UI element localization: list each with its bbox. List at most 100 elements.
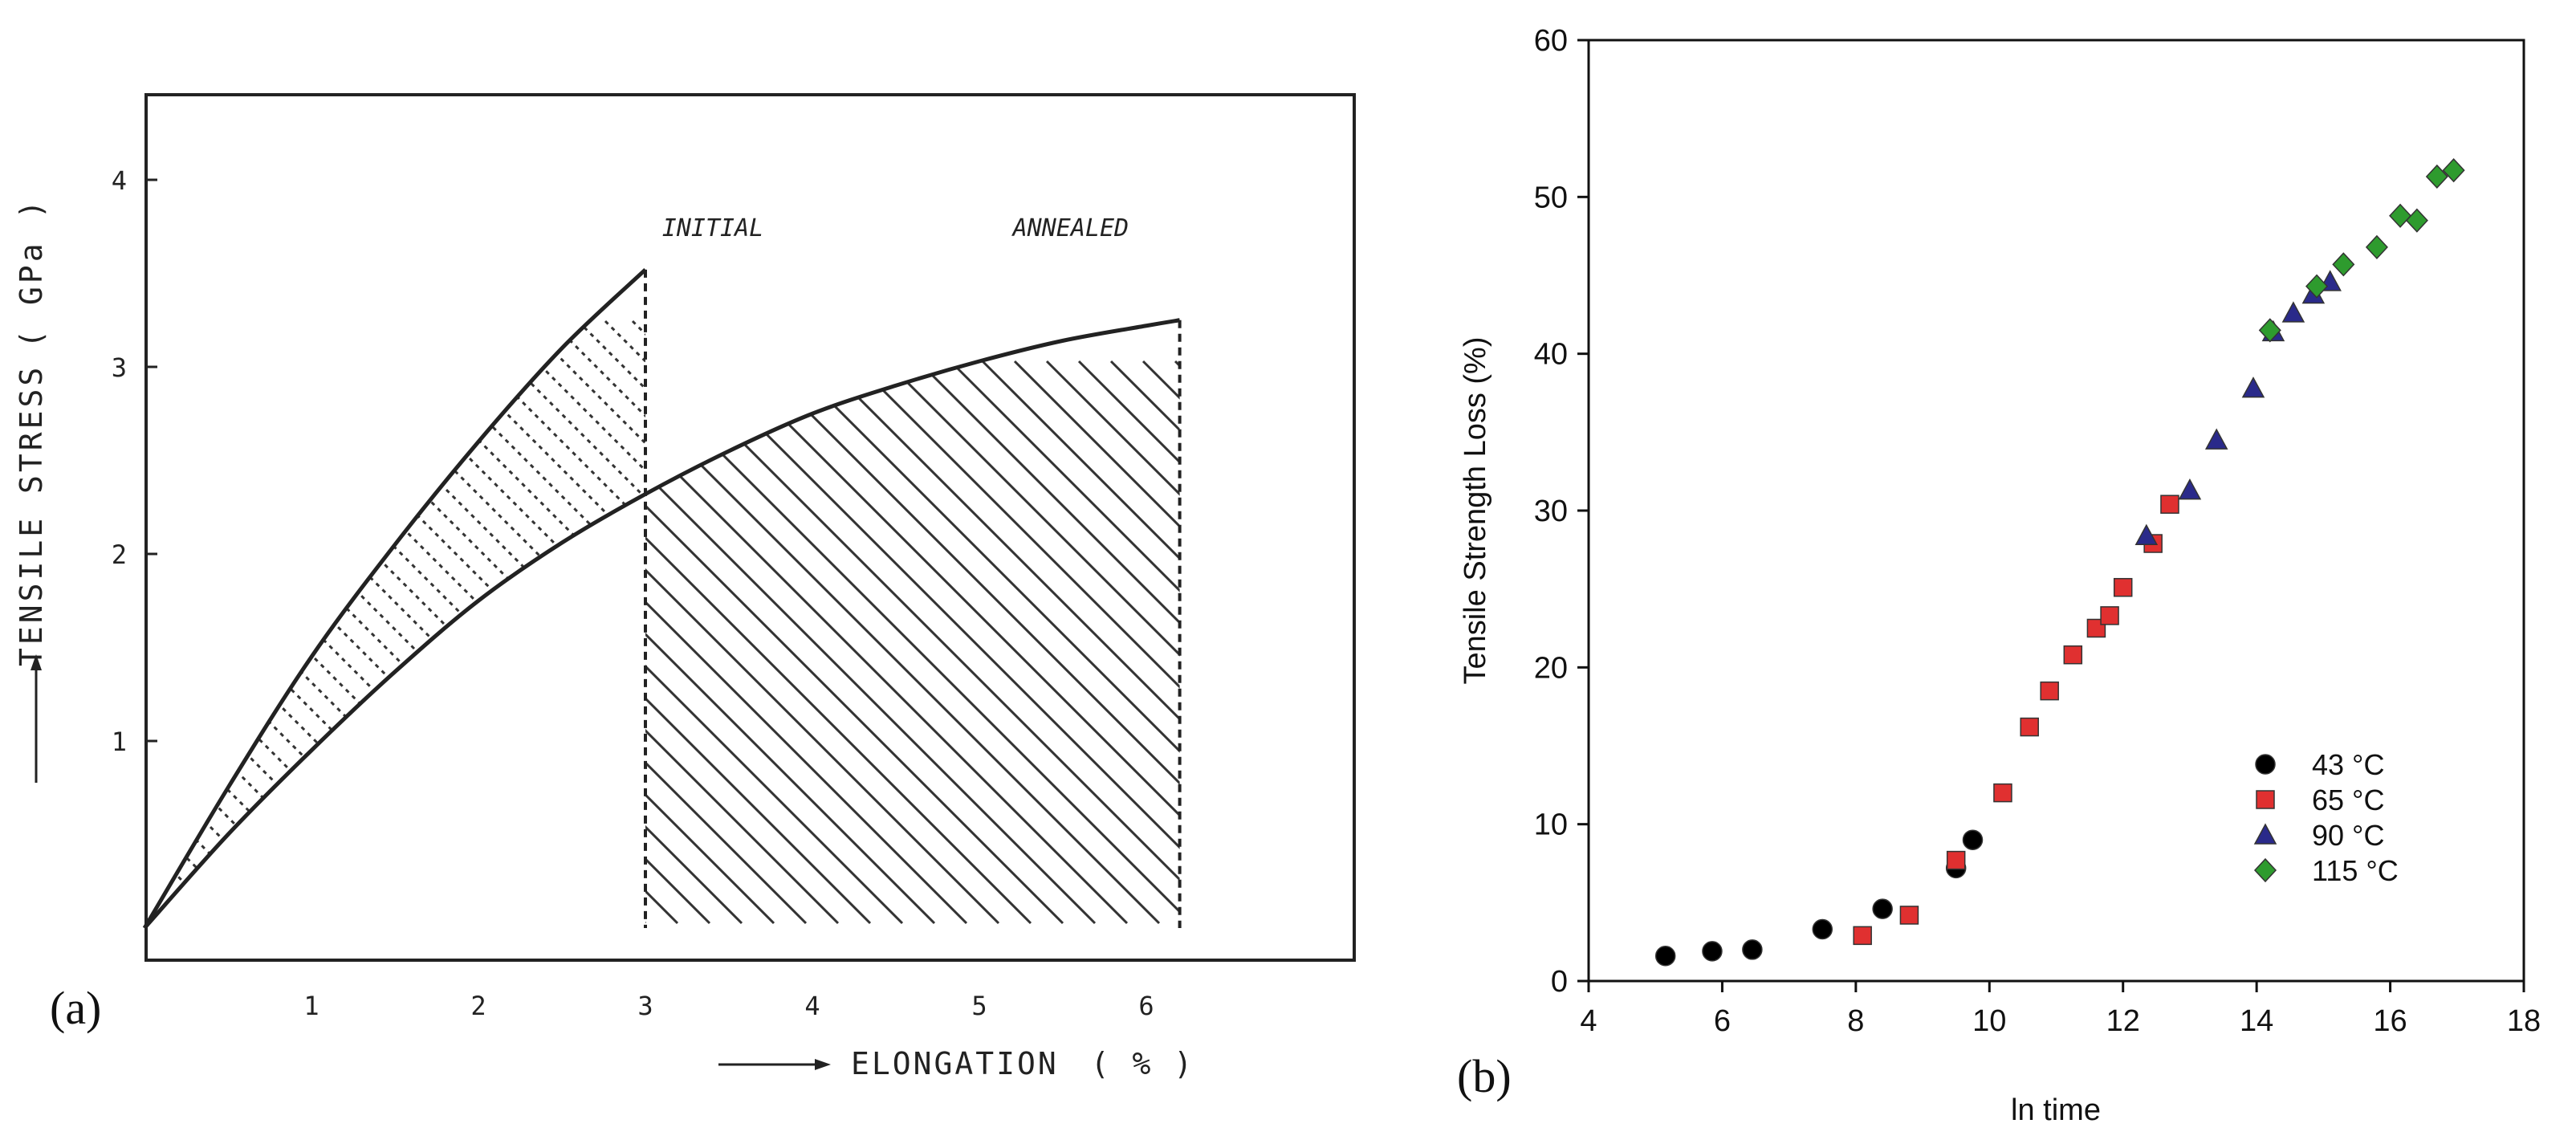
hatch-line [576,320,645,885]
legend-marker [2253,823,2277,845]
data-point [1742,939,1763,960]
hatch-line [788,360,1180,925]
hatch-line [645,360,872,925]
hatch-line [724,360,1180,925]
hatch-line [885,360,1180,925]
data-point [1946,850,1966,870]
hatch-line [144,320,514,885]
legend-label: 43 °C [2312,748,2384,781]
data-point [2134,523,2159,546]
hatch-line [467,320,645,885]
legend-marker [2256,790,2275,809]
legend-label: 90 °C [2312,819,2384,852]
data-point [2178,478,2202,500]
x-axis-label: ELONGATION( % ) [851,1046,1194,1081]
hatch-line [1588,321,2150,883]
x-axis-arrow-icon [718,1059,831,1070]
data-point [2040,681,2059,701]
hatch-line [1013,360,1180,925]
y-axis-label: Tensile Strength Loss (%) [1459,337,1492,685]
hatch-line [1506,321,2068,883]
hatch-line [645,360,743,925]
annotation-annealed: ANNEALED [1011,214,1129,242]
data-point [2258,318,2281,343]
hatch-line [1368,361,1930,923]
hatch-line [1342,321,1904,883]
x-axis-label: ln time [2011,1093,2101,1127]
hatch-line [796,321,1358,883]
hatch-line [1233,321,1795,883]
hatch-line [645,360,840,925]
y-tick-label: 40 [1534,338,1568,372]
data-point [2100,606,2119,625]
x-tick-label: 4 [804,991,820,1021]
hatch-line [645,360,1032,925]
annealed-curve [143,318,1181,930]
data-point [2204,428,2228,450]
data-point [2113,577,2133,597]
y-tick-label: 0 [1551,965,1568,999]
y-tick-label: 1 [112,727,127,757]
hatch-line [645,360,1129,925]
legend-label: 115 °C [2312,854,2399,887]
data-point [1702,941,1723,962]
hatch-line [645,360,1064,925]
data-point [2442,158,2465,183]
hatch-line [949,360,1180,925]
x-tick-label: 18 [2507,1004,2541,1038]
hatch-line [144,320,459,885]
hatch-line [51,361,613,923]
hatch-line [144,320,405,885]
x-tick-label: 12 [2106,1004,2140,1038]
hatch-line [1528,361,2090,923]
legend-marker [2255,754,2276,775]
hatch-line [960,321,1522,883]
hatch-line [769,321,1331,883]
hatch-line [604,320,645,885]
hatch-line [645,360,1180,925]
hatch-line [0,361,485,923]
y-axis-arrow-icon [31,654,42,783]
hatch-line [1451,321,2013,883]
hatch-line [144,320,623,885]
initial-curve [142,268,647,930]
hatch-line [1315,321,1877,883]
hatch-line [1479,321,2041,883]
hatch-line [853,360,1180,925]
hatch-line [1304,361,1866,923]
y-tick-label: 3 [112,352,127,383]
data-point [2305,274,2329,299]
panel-b-label: (b) [1457,1050,1512,1102]
x-tick-label: 6 [1138,991,1154,1021]
data-point [1812,918,1833,940]
x-tick-label: 16 [2373,1004,2407,1038]
hatch-line [645,360,775,925]
panel-a-label: (a) [50,982,101,1034]
legend-marker [2253,857,2277,883]
y-tick-label: 50 [1534,181,1568,214]
hatch-line [413,320,645,885]
hatch-line [144,320,645,885]
hatch-line [820,360,1180,925]
y-axis-label: TENSILE STRESS( GPa ) [14,197,49,666]
hatch-line [1432,361,1994,923]
data-point [2020,717,2039,737]
series-diamond [2258,158,2465,343]
hatch-line [249,320,645,885]
y-tick-label: 10 [1534,808,1568,842]
annealed-hatched-region [0,360,2155,925]
x-tick-label: 1 [303,991,319,1021]
hatch-line [303,320,645,885]
hatch-line [645,360,904,925]
hatch-line [1077,360,1180,925]
hatch-line [222,320,645,885]
hatch-line [905,321,1467,883]
hatch-line [692,360,1180,925]
hatch-line [645,360,936,925]
data-point [1899,906,1919,925]
y-tick-label: 2 [112,539,127,570]
hatch-line [1593,361,2155,923]
legend-label: 65 °C [2312,784,2384,816]
hatch-line [440,320,645,885]
hatch-line [645,360,1000,925]
